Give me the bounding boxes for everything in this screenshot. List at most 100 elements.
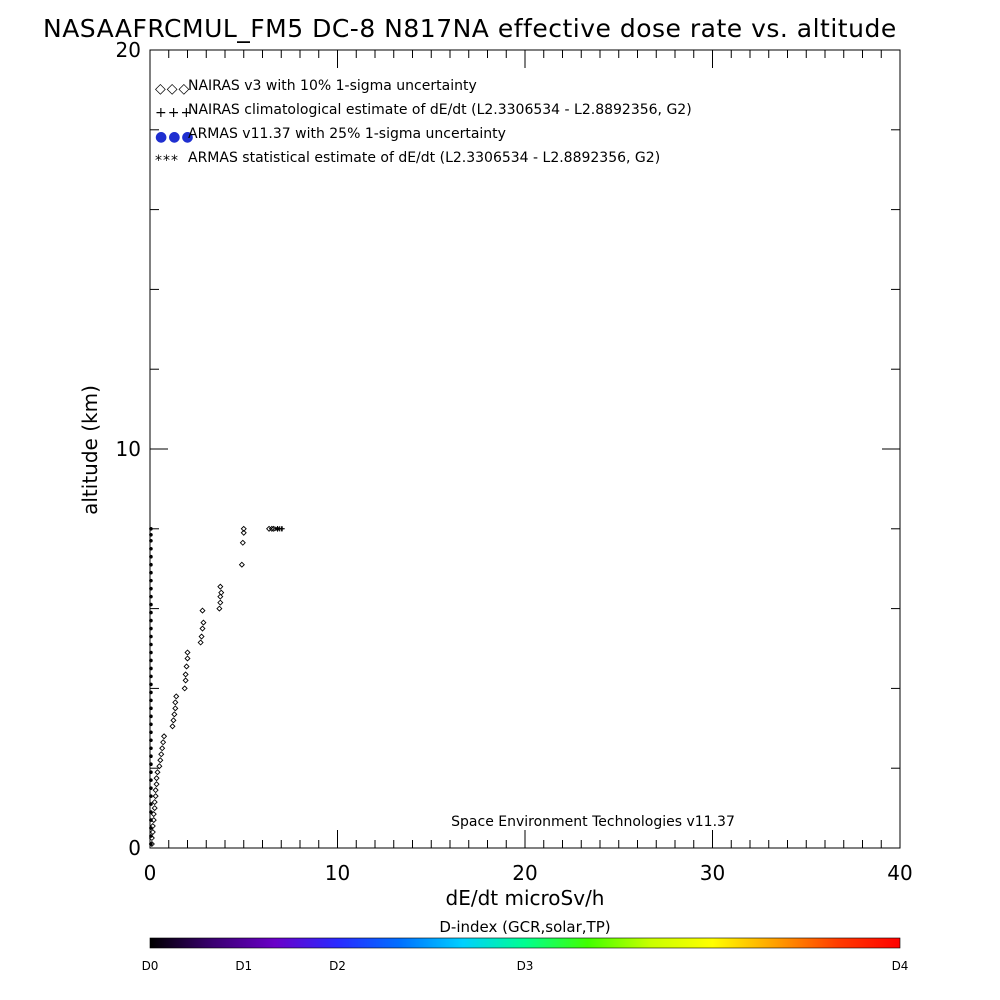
armas-point [149,762,153,767]
nairas-point [268,525,275,532]
armas-point [149,554,153,559]
armas-point [149,842,153,846]
legend: ◇◇◇NAIRAS v3 with 10% 1-sigma uncertaint… [155,78,692,169]
nairas-point [198,633,205,640]
data-marks [148,525,285,848]
y-tick-label: 20 [116,38,141,62]
colorbar-label: D4 [892,959,909,973]
nairas-point [151,805,158,812]
armas-point [149,527,153,531]
nairas-point [238,561,245,568]
armas-point [149,810,153,814]
armas-point [149,538,153,543]
nairas-point [160,739,167,746]
legend-entry: ARMAS v11.37 with 25% 1-sigma uncertaint… [188,126,506,142]
armas-point [149,546,153,551]
nairas-point [270,525,277,532]
nairas-point [199,607,206,614]
nairas-point [217,599,224,606]
armas-point [149,690,153,695]
nairas-point [156,763,163,770]
nairas-point [181,685,188,692]
colorbar [149,937,901,949]
colorbar-title: D-index (GCR,solar,TP) [439,918,610,936]
nairas-point [240,525,247,532]
x-tick-label: 30 [700,861,725,885]
nairas-point [217,593,224,600]
armas-point [149,602,153,607]
armas-point [149,818,153,822]
x-tick-label: 20 [512,861,537,885]
armas-statistical-point [274,526,281,532]
armas-point [149,562,153,567]
nairas-point [182,671,189,678]
plot-frame [149,49,901,849]
y-axis: 0 10 20 [116,38,900,860]
nairas-point [159,745,166,752]
nairas-point [216,605,223,612]
armas-point [149,626,153,631]
nairas-point [172,705,179,712]
nairas-point [158,751,165,758]
nairas-point [152,793,159,800]
nairas-point [240,529,247,536]
nairas-point [184,655,191,662]
armas-point [149,714,153,719]
armas-point [149,706,153,711]
nairas-point [149,823,156,830]
armas-point [149,578,153,583]
y-tick-label: 0 [128,836,141,860]
nairas-point [173,693,180,700]
colorbar-label: D0 [142,959,159,973]
armas-point [149,658,153,663]
nairas-point [170,717,177,724]
armas-point [149,650,153,655]
nairas-point [151,799,158,806]
credit-text: Space Environment Technologies v11.37 [451,814,735,830]
y-tick-label: 10 [116,437,141,461]
armas-point [149,826,153,830]
armas-point [149,610,153,615]
nairas-point [172,699,179,706]
nairas-point [182,677,189,684]
legend-marker: ●●● [155,129,195,145]
x-tick-label: 0 [144,861,157,885]
nairas-point [184,649,191,656]
armas-point [149,698,153,703]
nairas-climatology-point [279,526,285,532]
nairas-point [197,639,204,646]
x-tick-label: 40 [887,861,912,885]
nairas-point [200,619,207,626]
nairas-point [154,769,161,776]
legend-marker: +++ [155,105,193,121]
nairas-point [169,723,176,730]
colorbar-label: D2 [329,959,346,973]
armas-point [149,666,153,671]
legend-entry: NAIRAS climatological estimate of dE/dt … [188,102,692,118]
x-axis-label: dE/dt microSv/h [446,886,605,910]
armas-point [149,738,153,743]
armas-point [149,786,153,790]
nairas-point [153,781,160,788]
legend-entry: ARMAS statistical estimate of dE/dt (L2.… [188,150,660,166]
armas-point [149,754,153,759]
nairas-point [171,711,178,718]
armas-point [149,674,153,679]
x-axis: 0 10 20 30 40 [144,50,913,885]
armas-point [149,682,153,687]
armas-point [149,722,153,727]
armas-point [149,730,153,735]
nairas-point [183,663,190,670]
armas-point [149,794,153,798]
colorbar-label: D3 [517,959,534,973]
nairas-point [149,829,156,836]
nairas-point [218,589,225,596]
armas-point [149,634,153,639]
nairas-point [152,787,159,794]
nairas-point [217,583,224,590]
colorbar-label: D1 [235,959,252,973]
armas-point [149,594,153,599]
armas-point [149,778,153,782]
armas-point [149,532,153,537]
armas-point [149,834,153,838]
